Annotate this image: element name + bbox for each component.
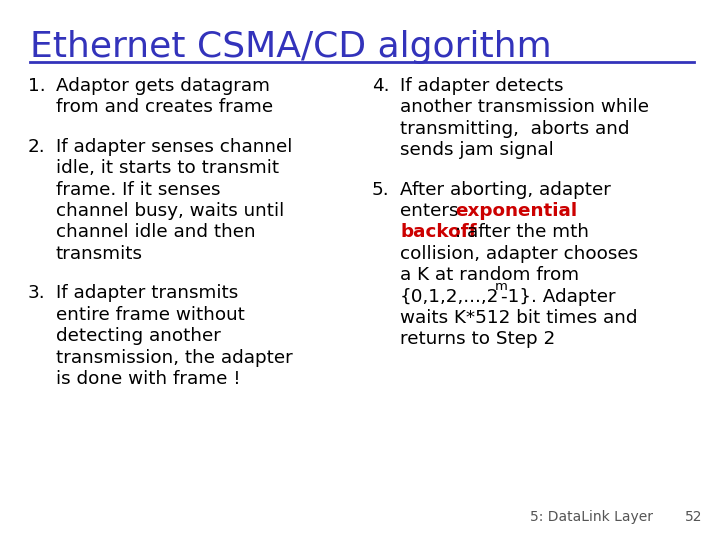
Text: backoff: backoff <box>400 224 477 241</box>
Text: 4.: 4. <box>372 77 390 95</box>
Text: enters: enters <box>400 202 464 220</box>
Text: After aborting, adapter: After aborting, adapter <box>400 181 611 199</box>
Text: another transmission while: another transmission while <box>400 98 649 117</box>
Text: 52: 52 <box>685 510 703 524</box>
Text: transmitting,  aborts and: transmitting, aborts and <box>400 120 629 138</box>
Text: -1}. Adapter: -1}. Adapter <box>500 288 616 306</box>
Text: waits K*512 bit times and: waits K*512 bit times and <box>400 309 637 327</box>
Text: Adaptor gets datagram: Adaptor gets datagram <box>56 77 270 95</box>
Text: exponential: exponential <box>456 202 577 220</box>
Text: If adapter detects: If adapter detects <box>400 77 564 95</box>
Text: a K at random from: a K at random from <box>400 266 579 284</box>
Text: {0,1,2,...,2: {0,1,2,...,2 <box>400 288 500 306</box>
Text: frame. If it senses: frame. If it senses <box>56 181 220 199</box>
Text: idle, it starts to transmit: idle, it starts to transmit <box>56 159 279 177</box>
Text: Ethernet CSMA/CD algorithm: Ethernet CSMA/CD algorithm <box>30 30 552 64</box>
Text: from and creates frame: from and creates frame <box>56 98 273 117</box>
Text: 2.: 2. <box>28 138 45 156</box>
Text: : after the mth: : after the mth <box>456 224 590 241</box>
Text: 5: DataLink Layer: 5: DataLink Layer <box>530 510 653 524</box>
Text: transmission, the adapter: transmission, the adapter <box>56 349 293 367</box>
Text: detecting another: detecting another <box>56 327 221 345</box>
Text: channel idle and then: channel idle and then <box>56 224 256 241</box>
Text: transmits: transmits <box>56 245 143 263</box>
Text: returns to Step 2: returns to Step 2 <box>400 330 555 348</box>
Text: channel busy, waits until: channel busy, waits until <box>56 202 284 220</box>
Text: If adapter senses channel: If adapter senses channel <box>56 138 292 156</box>
Text: If adapter transmits: If adapter transmits <box>56 285 238 302</box>
Text: m: m <box>495 280 508 293</box>
Text: sends jam signal: sends jam signal <box>400 141 554 159</box>
Text: 1.: 1. <box>28 77 45 95</box>
Text: is done with frame !: is done with frame ! <box>56 370 240 388</box>
Text: 3.: 3. <box>28 285 45 302</box>
Text: collision, adapter chooses: collision, adapter chooses <box>400 245 638 263</box>
Text: entire frame without: entire frame without <box>56 306 245 324</box>
Text: 5.: 5. <box>372 181 390 199</box>
